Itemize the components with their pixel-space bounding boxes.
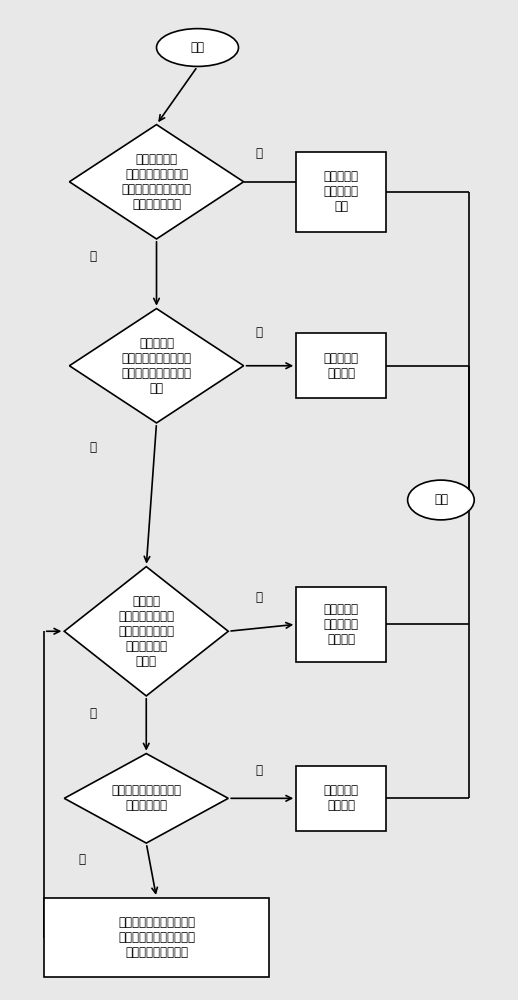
Text: 开始: 开始 [191,41,205,54]
Polygon shape [64,567,228,696]
FancyBboxPatch shape [296,333,386,398]
FancyBboxPatch shape [296,766,386,831]
Ellipse shape [156,29,238,66]
Text: 规划当前充
电桩至目的
地的路线: 规划当前充 电桩至目的 地的路线 [324,603,358,646]
Text: 否: 否 [89,250,96,263]
FancyBboxPatch shape [296,587,386,662]
Polygon shape [69,309,243,423]
Text: 判断所述当
前剩余续航里程信息是
否小于所述最近充电桩
行程: 判断所述当 前剩余续航里程信息是 否小于所述最近充电桩 行程 [122,337,192,395]
FancyBboxPatch shape [296,152,386,232]
Text: 否: 否 [255,764,263,777]
FancyBboxPatch shape [44,898,269,977]
Text: 规划直接抄
达目的地的
路线: 规划直接抄 达目的地的 路线 [324,170,358,213]
Text: 是: 是 [255,591,263,604]
Text: 判断充满
电续航里程是否大
于或等于所述当前
充电桩至目的
地行程: 判断充满 电续航里程是否大 于或等于所述当前 充电桩至目的 地行程 [118,595,174,668]
Text: 否: 否 [89,707,96,720]
Text: 是: 是 [255,147,263,160]
Ellipse shape [408,480,474,520]
Text: 是: 是 [255,326,263,339]
Text: 查找出距离目的地最近的
充电桩将所述最近的充电
桩替换为当前充电桩: 查找出距离目的地最近的 充电桩将所述最近的充电 桩替换为当前充电桩 [118,916,195,959]
Text: 充满电续航里程范围内
是否有充电桩: 充满电续航里程范围内 是否有充电桩 [111,784,181,812]
Polygon shape [69,125,243,239]
Text: 提示目的地
无法到达: 提示目的地 无法到达 [324,352,358,380]
Text: 提示目的地
无法到达: 提示目的地 无法到达 [324,784,358,812]
Polygon shape [64,754,228,843]
Text: 是: 是 [79,853,85,866]
Text: 判断所述直接
到达目的地行程是否
小于或等于所述当前剩
余续航里程信息: 判断所述直接 到达目的地行程是否 小于或等于所述当前剩 余续航里程信息 [122,153,192,211]
Text: 结束: 结束 [434,493,448,506]
Text: 否: 否 [89,441,96,454]
